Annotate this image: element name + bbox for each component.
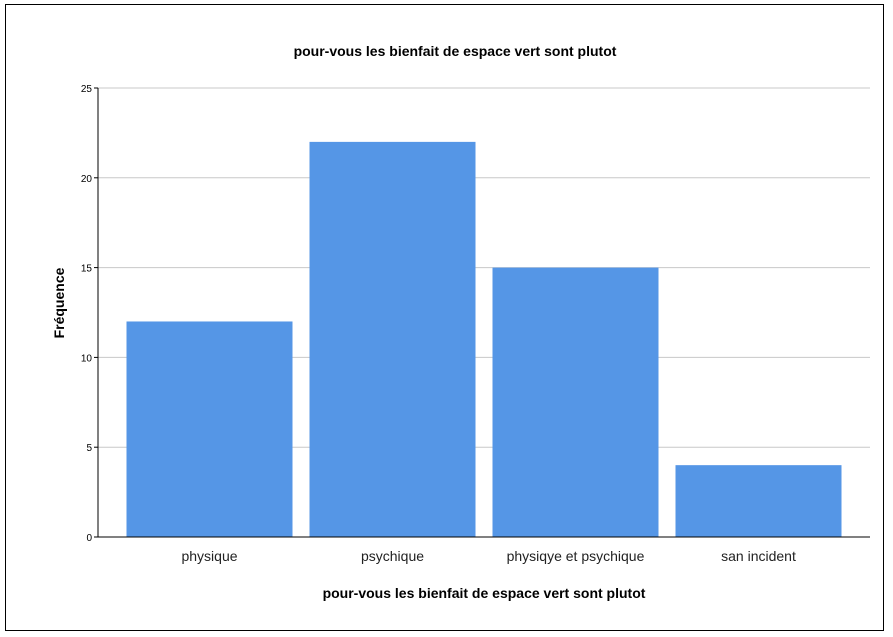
chart-title: pour-vous les bienfait de espace vert so… xyxy=(294,43,617,59)
axes: 0 5 10 15 20 25 physique psychique physiqye et p… xyxy=(81,84,870,564)
bar xyxy=(309,141,476,537)
y-tick-label: 20 xyxy=(81,174,93,185)
bar xyxy=(126,321,293,537)
x-axis-title: pour-vous les bienfait de espace vert so… xyxy=(323,585,646,601)
y-axis-title: Fréquence xyxy=(51,267,67,338)
bar-chart: pour-vous les bienfait de espace vert so… xyxy=(51,43,870,601)
chart-frame: pour-vous les bienfait de espace vert so… xyxy=(5,4,884,631)
bar xyxy=(675,465,842,537)
y-tick-label: 10 xyxy=(81,353,93,364)
x-tick-label: physique xyxy=(181,548,237,564)
bar xyxy=(492,267,659,537)
y-tick-label: 0 xyxy=(86,533,92,544)
x-tick-label: psychique xyxy=(361,548,424,564)
y-tick-label: 5 xyxy=(86,443,92,454)
y-tick-label: 25 xyxy=(81,84,93,95)
x-tick-label: san incident xyxy=(721,548,796,564)
y-tick-label: 15 xyxy=(81,264,93,275)
bars xyxy=(126,141,842,537)
x-tick-label: physiqye et psychique xyxy=(507,548,645,564)
